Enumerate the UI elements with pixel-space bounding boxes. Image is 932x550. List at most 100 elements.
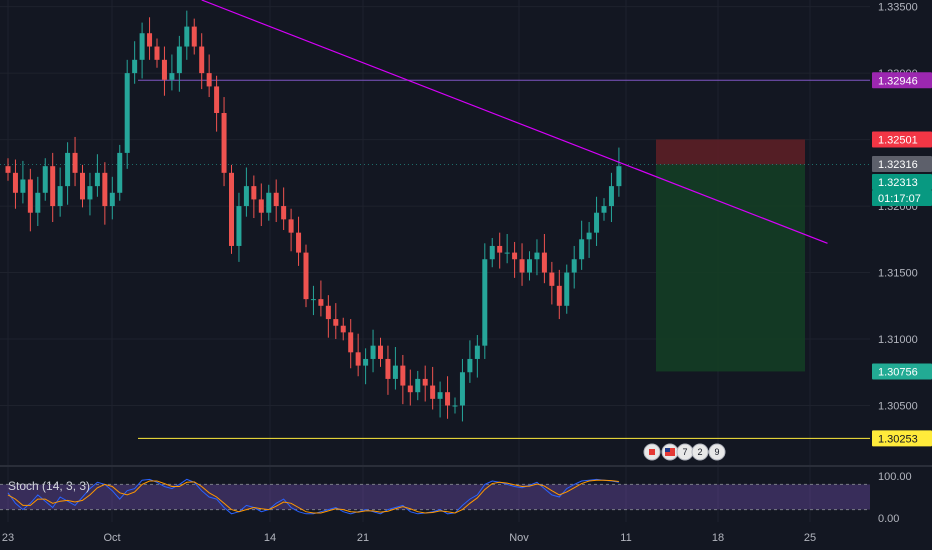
price-badge-label: 1.30253 [878,433,918,445]
candle-body [50,166,56,207]
take-profit-zone[interactable] [656,164,805,372]
time-tick-label: 21 [357,532,369,544]
candle-body [459,372,465,406]
candle-body [12,172,18,193]
stoch-d-line [7,479,619,514]
event-marker-count[interactable] [708,443,726,461]
candle-body [541,252,547,273]
candle-body [176,46,182,74]
price-badge-label: 1.32313 [878,177,918,189]
canada-flag-icon [649,449,655,455]
candle-body [363,358,369,366]
candle-body [27,179,33,213]
price-badge-label: 1.32501 [878,134,918,146]
candle-body [191,26,197,47]
candle-body [184,26,190,47]
candle-body [251,186,257,200]
stop-loss-zone[interactable] [656,139,805,165]
candle-body [132,59,138,74]
candle-body [594,212,600,233]
candle-body [318,299,324,306]
candle-body [281,206,287,220]
price-badge [872,72,932,89]
price-tick-label: 1.31000 [878,334,918,346]
candle-body [154,46,160,60]
candle-body [437,392,443,399]
candle-body [221,113,227,173]
price-badge-label: 01:17:07 [878,193,921,205]
candle-body [355,352,361,366]
time-tick-label: 14 [264,532,276,544]
time-tick-label: Oct [103,532,120,544]
axis-corner [872,528,932,550]
event-count-label: 2 [697,447,702,457]
time-tick-label: Nov [509,532,529,544]
candle-body [340,325,346,333]
stoch-k-line [7,478,619,515]
candle-body [258,199,264,213]
event-count-label: 9 [714,447,719,457]
candle-body [549,272,555,286]
candle-body [378,345,383,359]
candle-body [392,365,398,379]
stoch-tick-label: 0.00 [878,513,899,525]
candle-body [616,166,622,187]
candle-body [422,378,428,386]
trend-line[interactable] [201,0,828,244]
candle-body [303,252,309,300]
candle-body [214,86,220,114]
price-badge-label: 1.32946 [878,75,918,87]
candle-body [512,252,518,260]
candle-body [102,172,108,207]
candle-body [534,252,540,260]
candle-body [415,378,421,393]
us-flag-canton [665,448,670,452]
candle-body [94,172,100,187]
candle-body [206,73,212,87]
price-tick-label: 1.31500 [878,268,918,280]
stoch-tick-label: 100.00 [878,471,912,483]
price-tick-label: 1.30500 [878,400,918,412]
time-tick-label: 23 [2,532,14,544]
candle-body [489,245,495,260]
candle-body [87,186,93,200]
price-badge [872,131,932,148]
candle-body [571,259,577,273]
price-tick-label: 1.33500 [878,2,918,14]
price-badge [872,174,932,191]
candle-body [348,332,354,353]
price-badge [872,363,932,380]
candle-body [497,245,503,253]
candle-body [229,172,234,246]
candle-body [504,252,510,254]
candle-body [199,46,205,74]
candle-body [296,232,302,253]
candle-body [527,259,532,273]
price-badge [872,190,932,207]
candle-body [452,405,458,407]
candle-body [117,152,123,193]
candle-body [236,206,242,246]
candle-body [288,219,294,233]
candle-body [243,186,249,207]
candle-body [72,152,78,173]
candle-body [273,192,279,207]
event-marker-count[interactable] [691,443,709,461]
candle-body [161,59,167,80]
candle-body [147,33,153,47]
candle-body [139,33,145,60]
candle-body [35,192,41,213]
candle-body [407,385,413,393]
candle-body [109,192,115,207]
candle-body [333,319,339,326]
candle-body [80,172,85,200]
price-badge [872,430,932,447]
stoch-band [0,484,870,510]
candle-body [564,272,570,306]
candle-body [400,365,406,386]
stoch-title: Stoch (14, 3, 3) [8,479,90,493]
candle-body [430,385,436,399]
price-badge-label: 1.30756 [878,366,918,378]
candle-body [519,259,525,273]
